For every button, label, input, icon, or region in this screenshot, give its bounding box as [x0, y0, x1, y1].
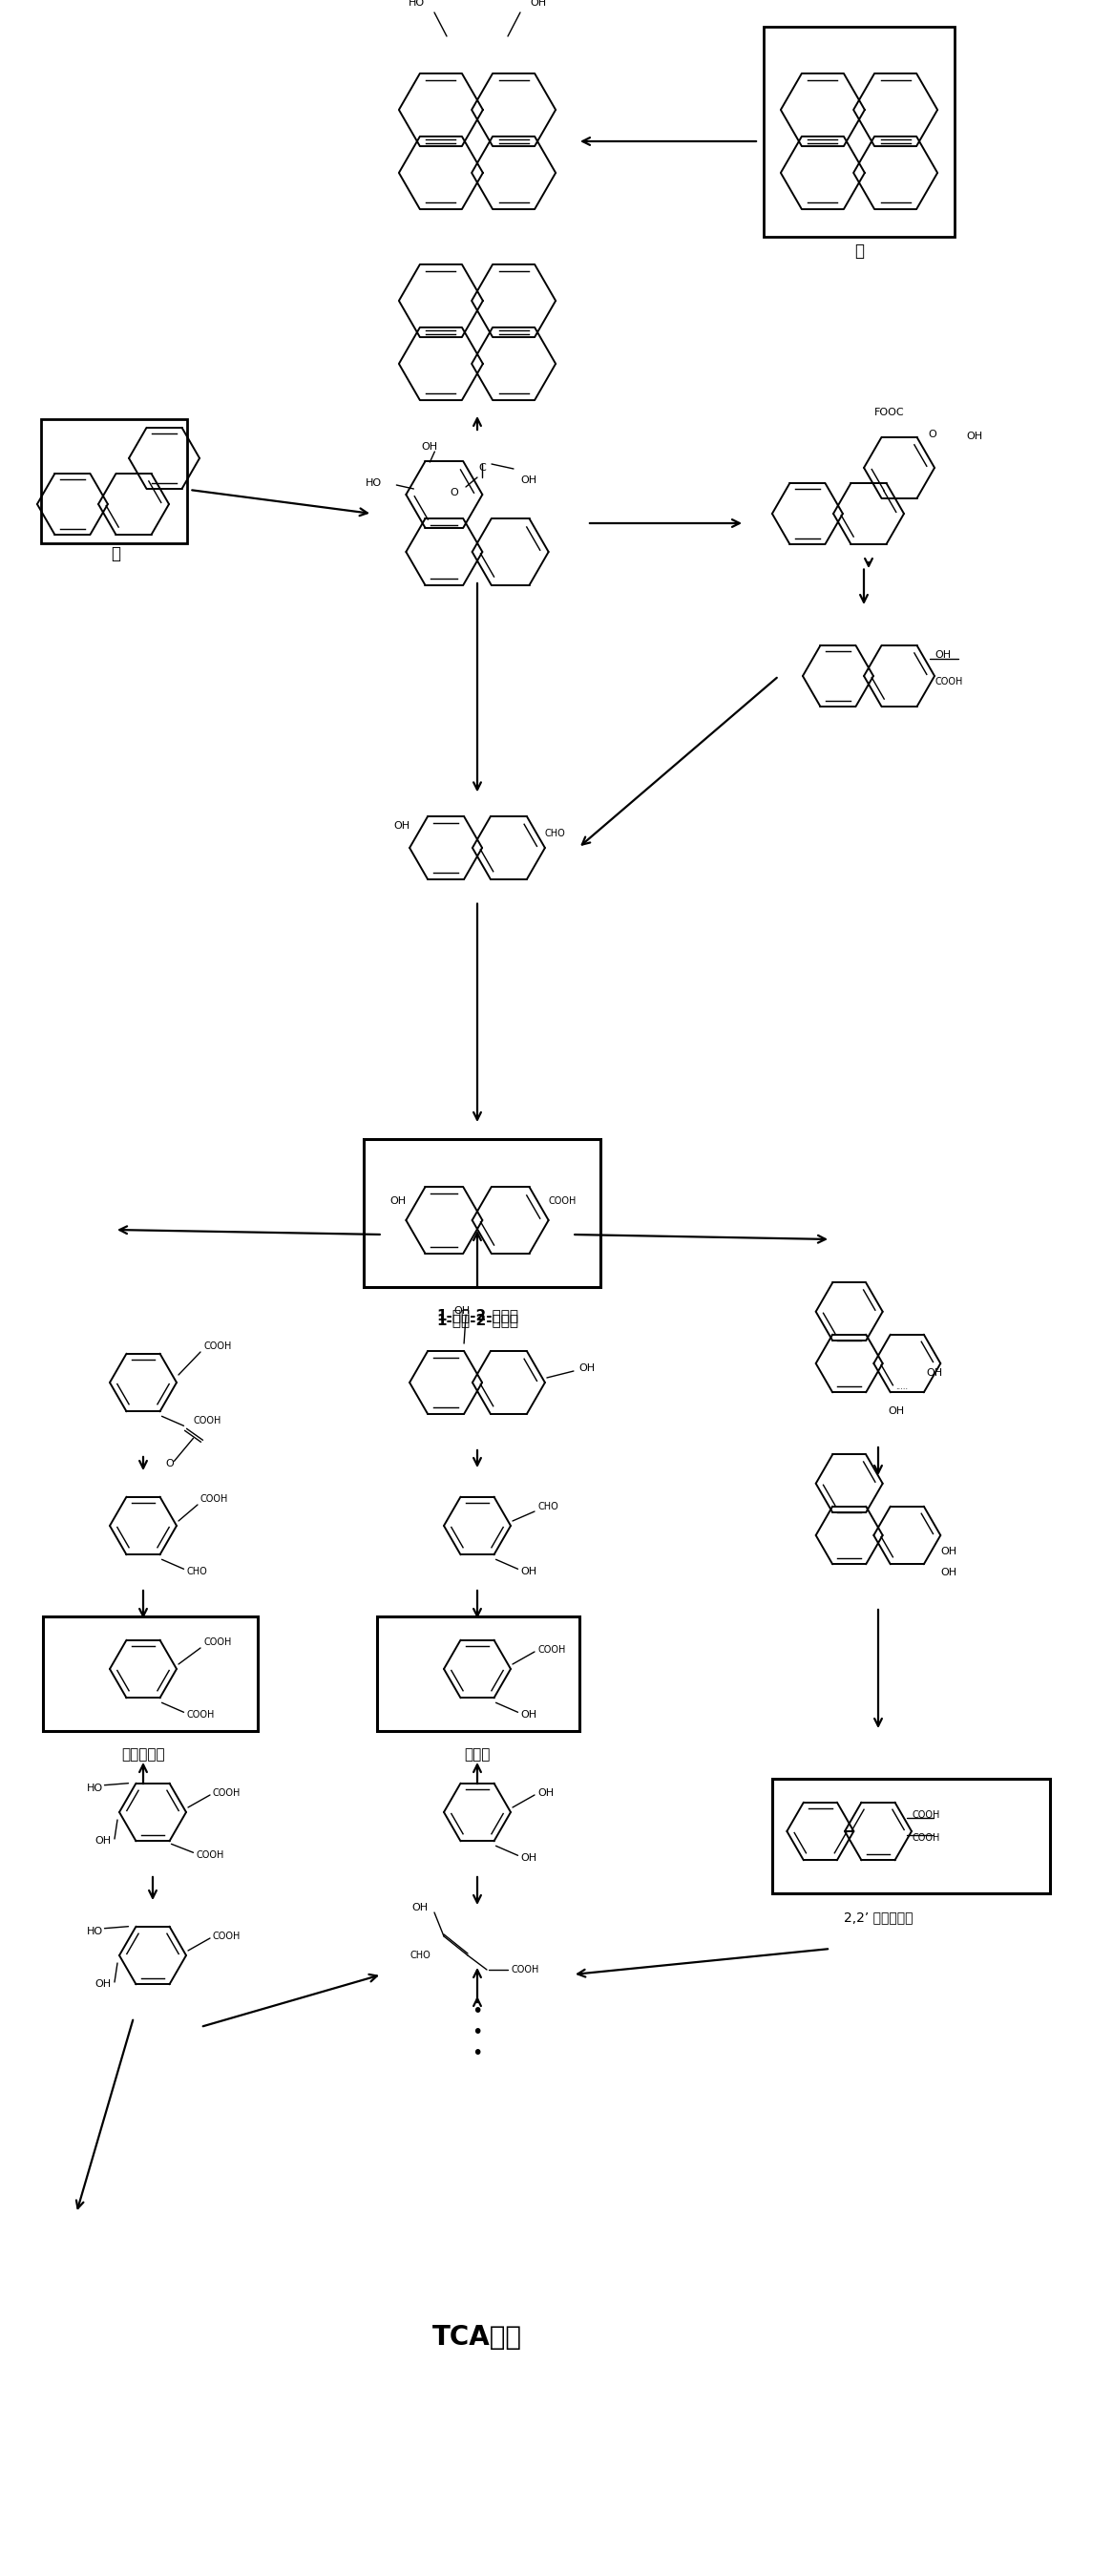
Bar [41, 420, 187, 544]
Text: OH: OH [538, 1788, 554, 1798]
Text: 1-羟基-2-萍甲酸: 1-羟基-2-萍甲酸 [436, 1314, 519, 1327]
Text: COOH: COOH [187, 1710, 215, 1721]
Text: COOH: COOH [549, 1195, 577, 1206]
Bar [364, 1139, 601, 1288]
Text: HO: HO [408, 0, 425, 8]
Text: COOH: COOH [511, 1965, 539, 1973]
Text: COOH: COOH [213, 1932, 240, 1942]
Text: 菲: 菲 [110, 546, 120, 562]
Text: COOH: COOH [912, 1811, 940, 1819]
Text: OH: OH [579, 1363, 594, 1373]
Text: CHO: CHO [538, 1502, 559, 1512]
Text: COOH: COOH [935, 677, 963, 685]
Text: 2,2’ 联苯二羟酸: 2,2’ 联苯二羟酸 [844, 1911, 913, 1924]
Text: CHO: CHO [187, 1566, 207, 1577]
Text: ·····: ····· [896, 1386, 908, 1394]
Text: CHO: CHO [545, 829, 565, 837]
Text: COOH: COOH [204, 1342, 232, 1350]
Text: O: O [928, 430, 937, 438]
Text: FOOC: FOOC [875, 407, 905, 417]
Text: OH: OH [422, 443, 439, 451]
Text: HO: HO [87, 1927, 102, 1937]
Text: OH: OH [966, 430, 983, 440]
Text: OH: OH [96, 1978, 111, 1989]
Text: C: C [479, 464, 485, 471]
Text: 水杨酸: 水杨酸 [464, 1747, 491, 1762]
Text: OH: OH [940, 1566, 957, 1577]
Text: O: O [450, 487, 459, 497]
Text: OH: OH [96, 1837, 111, 1844]
Text: TCA循环: TCA循环 [433, 2324, 522, 2352]
Text: OH: OH [530, 0, 546, 8]
Text: HO: HO [87, 1783, 102, 1793]
Text: COOH: COOH [196, 1850, 224, 1860]
Text: COOH: COOH [200, 1494, 228, 1504]
Bar [772, 1780, 1050, 1893]
Text: 1-羟基-2-萍甲酸: 1-羟基-2-萍甲酸 [436, 1309, 519, 1324]
Text: OH: OH [926, 1368, 943, 1378]
Text: HO: HO [366, 479, 382, 487]
Text: OH: OH [940, 1548, 957, 1556]
Bar [377, 1618, 580, 1731]
Text: OH: OH [935, 649, 952, 659]
Text: COOH: COOH [204, 1638, 232, 1646]
Text: OH: OH [888, 1406, 904, 1417]
Text: 邻苯二甲酸: 邻苯二甲酸 [121, 1747, 165, 1762]
Text: COOH: COOH [194, 1417, 221, 1425]
Text: OH: OH [521, 1566, 538, 1577]
Text: OH: OH [521, 1710, 538, 1721]
Bar [43, 1618, 258, 1731]
Text: •
•
•: • • • [472, 2002, 483, 2061]
Text: CHO: CHO [410, 1950, 431, 1960]
Text: COOH: COOH [538, 1646, 565, 1654]
Text: 芸: 芸 [855, 242, 864, 260]
Text: OH: OH [521, 1855, 538, 1862]
Text: OH: OH [454, 1306, 471, 1316]
Text: COOH: COOH [213, 1788, 240, 1798]
Text: O: O [165, 1458, 174, 1468]
Text: COOH: COOH [912, 1834, 940, 1842]
Text: OH: OH [520, 477, 536, 484]
Bar [764, 26, 955, 237]
Text: OH: OH [412, 1904, 429, 1911]
Text: OH: OH [390, 1195, 406, 1206]
Text: OH: OH [393, 822, 410, 832]
